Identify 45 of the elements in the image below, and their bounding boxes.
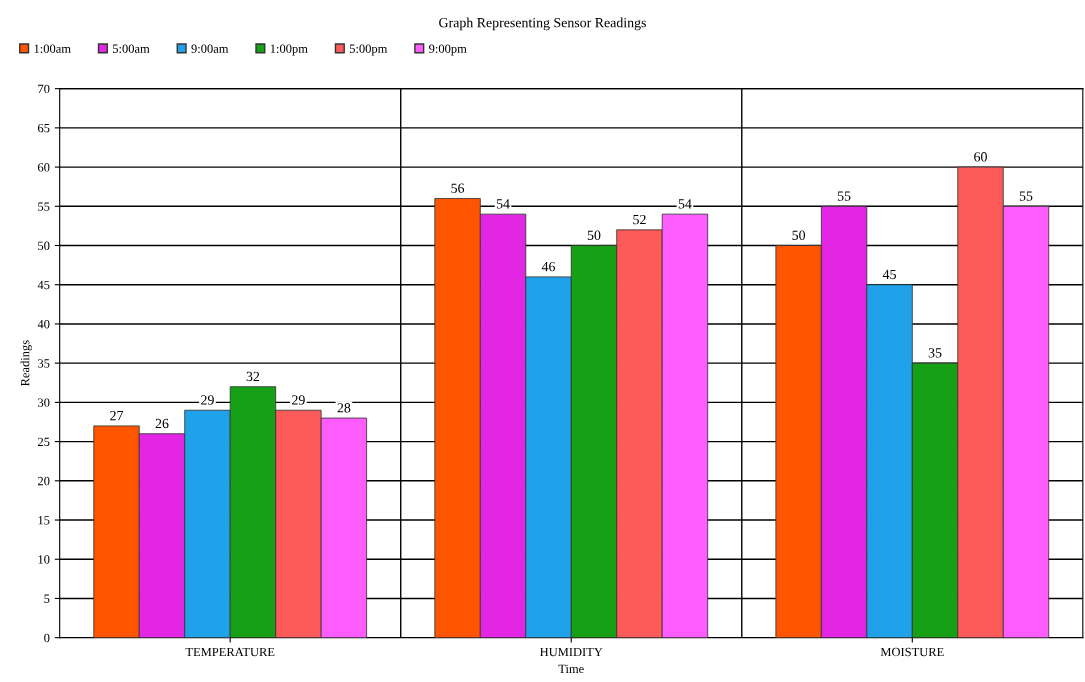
legend-label: 1:00pm — [270, 44, 308, 56]
legend-label: 9:00am — [191, 44, 229, 53]
x-tick-label: TEMPERATURE — [185, 647, 275, 657]
y-tick-label: 15 — [38, 516, 50, 525]
data-label: 54 — [496, 199, 510, 209]
x-axis-title: Time — [558, 664, 584, 674]
y-tick-label: 35 — [38, 359, 50, 368]
legend-label: 5:00pm — [349, 44, 388, 56]
data-label: 45 — [882, 269, 896, 280]
x-tick-label: MOISTURE — [880, 647, 944, 657]
data-label: 27 — [110, 410, 124, 421]
data-label: 46 — [541, 261, 556, 272]
legend-label: 5:00am — [112, 44, 150, 53]
y-tick-label: 65 — [37, 123, 50, 133]
data-label: 60 — [974, 152, 987, 162]
y-tick-label: 60 — [37, 163, 50, 172]
data-label: 35 — [928, 348, 942, 358]
data-label: 54 — [678, 199, 692, 209]
legend-label: 1:00am — [34, 44, 71, 53]
y-tick-label: 0 — [44, 633, 50, 643]
y-tick-label: 5 — [44, 594, 50, 603]
data-label: 55 — [837, 191, 851, 201]
data-label: 56 — [451, 183, 465, 193]
data-label: 55 — [1019, 191, 1033, 201]
y-tick-label: 45 — [37, 280, 50, 290]
y-tick-label: 10 — [38, 555, 50, 564]
y-axis-title: Readings — [20, 340, 32, 387]
data-label: 52 — [633, 214, 646, 225]
y-tick-label: 50 — [38, 241, 50, 250]
data-label: 28 — [337, 403, 351, 413]
x-tick-label: HUMIDITY — [540, 647, 603, 657]
y-tick-label: 20 — [38, 476, 50, 486]
y-tick-label: 55 — [38, 202, 50, 211]
y-tick-label: 70 — [38, 84, 50, 94]
data-label: 50 — [587, 230, 601, 240]
data-label: 32 — [246, 371, 260, 382]
data-label: 29 — [201, 395, 214, 405]
y-tick-label: 30 — [38, 398, 50, 407]
legend-label: 9:00pm — [429, 44, 467, 56]
data-label: 29 — [292, 395, 305, 405]
y-tick-label: 40 — [37, 319, 50, 329]
chart-title: Graph Representing Sensor Readings — [439, 17, 646, 31]
y-tick-label: 25 — [38, 437, 50, 447]
data-label: 50 — [792, 230, 806, 240]
data-label: 26 — [155, 418, 169, 429]
